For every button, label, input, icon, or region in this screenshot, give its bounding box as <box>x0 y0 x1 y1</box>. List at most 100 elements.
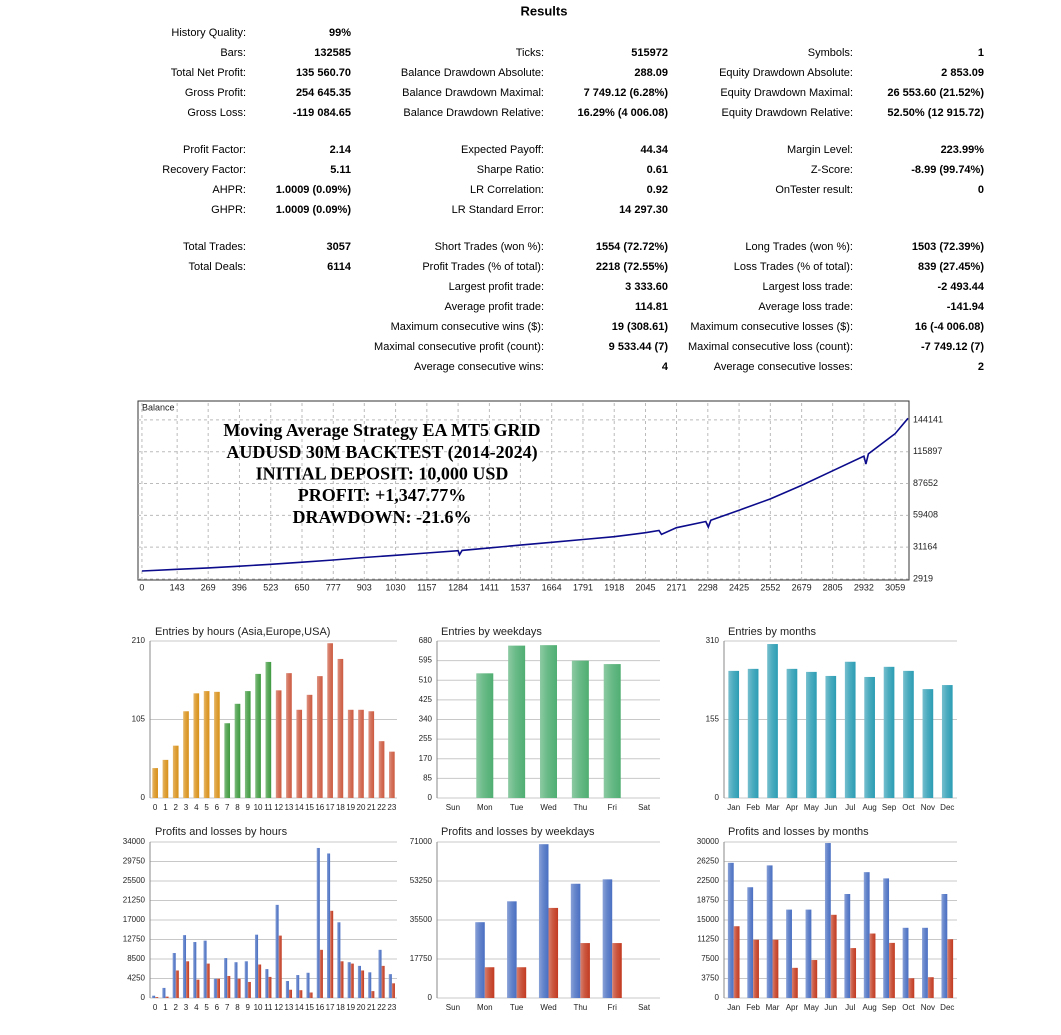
y-tick-label: 340 <box>419 715 433 724</box>
x-tick-label: 1284 <box>448 582 468 592</box>
y-tick-label: 35500 <box>410 915 433 924</box>
bar <box>864 676 875 798</box>
bar <box>360 970 365 998</box>
x-tick-label: 2552 <box>760 582 780 592</box>
bar <box>747 887 754 998</box>
x-tick-label: 7 <box>225 1003 230 1012</box>
x-tick-label: 3 <box>184 1003 189 1012</box>
stat-label: GHPR: <box>211 204 246 216</box>
stat-label: Bars: <box>220 47 246 59</box>
x-tick-label: 650 <box>294 582 309 592</box>
bar <box>727 862 734 998</box>
stat-value: 254 645.35 <box>296 87 351 99</box>
y-tick-label: 4250 <box>127 974 145 983</box>
bar <box>538 844 549 998</box>
stat-value: 3 333.60 <box>625 281 668 293</box>
bar <box>309 992 313 998</box>
y-tick-label: 0 <box>715 993 720 1002</box>
bar <box>388 974 392 998</box>
bar <box>183 711 189 798</box>
y-tick-label: 31164 <box>913 542 937 552</box>
x-tick-label: Aug <box>863 1003 877 1012</box>
stat-value: 132585 <box>314 47 351 59</box>
x-tick-label: 11 <box>264 803 273 812</box>
x-tick-label: Thu <box>573 1003 587 1012</box>
x-tick-label: 2045 <box>635 582 655 592</box>
bar <box>378 741 385 798</box>
bar <box>772 939 779 998</box>
y-tick-label: 680 <box>419 636 433 645</box>
bar <box>507 901 517 998</box>
bar <box>330 910 334 998</box>
bar <box>337 658 344 798</box>
bar <box>603 664 621 798</box>
x-tick-label: Jan <box>727 1003 740 1012</box>
stat-value: -8.99 (99.74%) <box>911 164 984 176</box>
x-tick-label: 10 <box>254 803 263 812</box>
stat-label: LR Correlation: <box>470 184 544 196</box>
bar <box>767 644 778 798</box>
stat-value: 4 <box>662 361 669 373</box>
x-tick-label: Jun <box>824 1003 837 1012</box>
x-tick-label: 20 <box>357 803 366 812</box>
x-tick-label: 17 <box>326 1003 335 1012</box>
x-tick-label: 1537 <box>510 582 530 592</box>
stat-label: Loss Trades (% of total): <box>734 261 853 273</box>
x-tick-label: 2425 <box>729 582 749 592</box>
x-tick-label: 1664 <box>542 582 562 592</box>
y-tick-label: 210 <box>132 636 146 645</box>
bar <box>182 935 187 998</box>
bar <box>203 691 210 798</box>
y-tick-label: 11250 <box>697 935 719 944</box>
bar <box>265 969 269 998</box>
stat-value: -7 749.12 (7) <box>921 341 984 353</box>
bar <box>186 961 190 998</box>
stat-label: Equity Drawdown Maximal: <box>720 87 853 99</box>
x-tick-label: Mon <box>477 803 493 812</box>
stat-label: Average loss trade: <box>758 301 853 313</box>
x-tick-label: 14 <box>295 1003 304 1012</box>
bar <box>214 691 220 798</box>
bar <box>844 661 856 798</box>
bar <box>580 943 590 998</box>
bar <box>296 975 300 998</box>
stat-value: 2 <box>978 361 984 373</box>
y-tick-label: 26250 <box>697 857 720 866</box>
x-tick-label: 6 <box>215 803 220 812</box>
stat-label: Gross Loss: <box>187 107 246 119</box>
stat-label: Recovery Factor: <box>162 164 246 176</box>
x-tick-label: 16 <box>315 1003 324 1012</box>
bar <box>350 963 354 998</box>
annotation: AUDUSD 30M BACKTEST (2014-2024) <box>226 442 537 463</box>
stat-value: 3057 <box>327 241 351 253</box>
stat-value: 0.61 <box>647 164 668 176</box>
bar <box>152 768 158 798</box>
x-tick-label: Oct <box>902 1003 915 1012</box>
annotation: INITIAL DEPOSIT: 10,000 USD <box>256 464 509 484</box>
stat-value: 19 (308.61) <box>612 321 669 333</box>
y-tick-label: 71000 <box>410 837 433 846</box>
x-tick-label: 1411 <box>480 582 499 592</box>
x-tick-label: Mar <box>766 1003 780 1012</box>
chart-title: Profits and losses by hours <box>155 826 288 838</box>
bar <box>206 963 210 998</box>
y-tick-label: 17000 <box>123 915 146 924</box>
x-tick-label: 3059 <box>885 582 905 592</box>
x-tick-label: Fri <box>608 803 618 812</box>
bar <box>196 979 200 998</box>
x-tick-label: 143 <box>170 582 185 592</box>
bar <box>278 935 282 998</box>
x-tick-label: 5 <box>204 1003 209 1012</box>
x-tick-label: 16 <box>315 803 324 812</box>
x-tick-label: 4 <box>194 1003 199 1012</box>
x-tick-label: Mon <box>477 1003 493 1012</box>
bar <box>327 853 331 998</box>
x-tick-label: May <box>804 1003 819 1012</box>
stat-value: 16.29% (4 006.08) <box>577 107 668 119</box>
x-tick-label: 1918 <box>604 582 624 592</box>
y-tick-label: 155 <box>706 715 720 724</box>
y-tick-label: 85 <box>423 773 432 782</box>
stat-value: 14 297.30 <box>619 204 668 216</box>
stat-value: 0.92 <box>647 184 668 196</box>
bar <box>247 981 251 998</box>
